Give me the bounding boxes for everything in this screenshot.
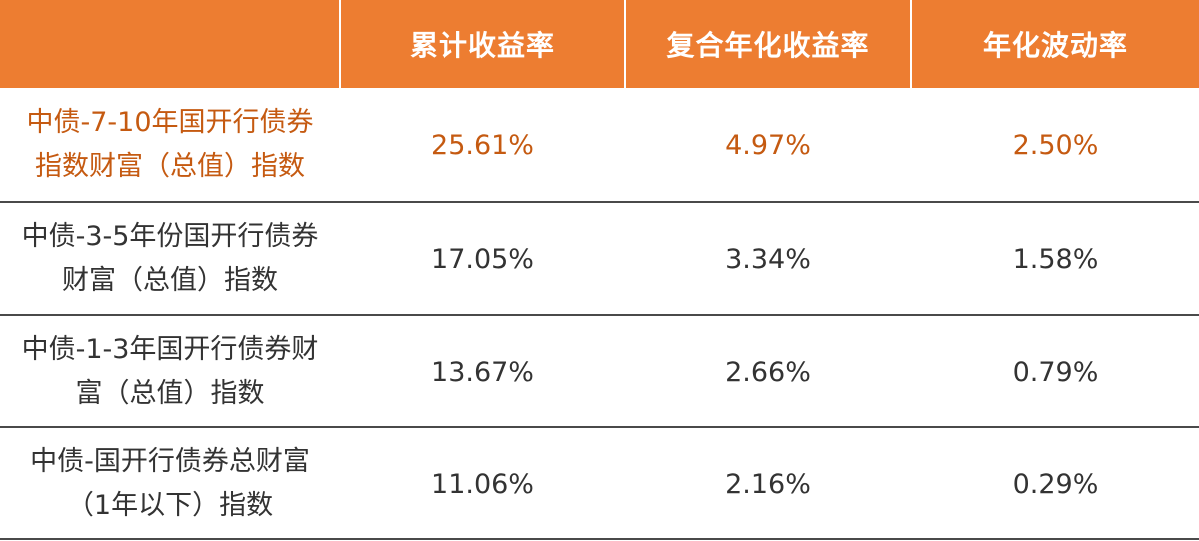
index-name: 中债-1-3年国开行债券财富（总值）指数 [21, 334, 319, 409]
cumulative-return-value: 13.67% [431, 356, 534, 388]
index-name: 中债-3-5年份国开行债券财富（总值）指数 [21, 221, 319, 296]
annualized-return-value: 4.97% [725, 129, 811, 161]
annualized-volatility-value: 0.79% [1012, 356, 1099, 388]
annualized-return-value: 3.34% [725, 243, 811, 275]
annualized-volatility-value: 0.29% [1012, 468, 1099, 500]
annualized-return-value: 2.16% [725, 468, 811, 500]
header-annualized-volatility: 年化波动率 [982, 29, 1128, 62]
header-divider [910, 0, 912, 88]
table-header-row: 累计收益率 复合年化收益率 年化波动率 [0, 0, 1199, 88]
cumulative-return-value: 25.61% [431, 129, 534, 161]
index-name: 中债-7-10年国开行债券指数财富（总值）指数 [26, 107, 314, 182]
table-row: 中债-国开行债券总财富（1年以下）指数 11.06% 2.16% 0.29% [0, 428, 1199, 540]
table-row: 中债-1-3年国开行债券财富（总值）指数 13.67% 2.66% 0.79% [0, 316, 1199, 428]
index-name-cell: 中债-3-5年份国开行债券财富（总值）指数 [0, 203, 340, 315]
index-name: 中债-国开行债券总财富（1年以下）指数 [30, 446, 310, 521]
row-divider [0, 426, 1199, 428]
annualized-return-value: 2.66% [725, 356, 811, 388]
cumulative-return-value: 17.05% [431, 243, 534, 275]
header-divider [624, 0, 626, 88]
index-name-cell: 中债-1-3年国开行债券财富（总值）指数 [0, 316, 340, 428]
table-row: 中债-7-10年国开行债券指数财富（总值）指数 25.61% 4.97% 2.5… [0, 89, 1199, 201]
annualized-volatility-value: 2.50% [1012, 129, 1099, 161]
row-divider [0, 538, 1199, 540]
table-row: 中债-3-5年份国开行债券财富（总值）指数 17.05% 3.34% 1.58% [0, 203, 1199, 315]
header-divider [339, 0, 341, 88]
annualized-volatility-value: 1.58% [1012, 243, 1099, 275]
index-name-cell: 中债-国开行债券总财富（1年以下）指数 [0, 428, 340, 540]
header-index-name [0, 0, 339, 88]
header-cumulative-return: 累计收益率 [409, 29, 555, 62]
cumulative-return-value: 11.06% [431, 468, 534, 500]
header-annualized-return: 复合年化收益率 [666, 29, 870, 62]
row-divider [0, 314, 1199, 316]
index-name-cell: 中债-7-10年国开行债券指数财富（总值）指数 [0, 89, 340, 201]
row-divider [0, 201, 1199, 203]
